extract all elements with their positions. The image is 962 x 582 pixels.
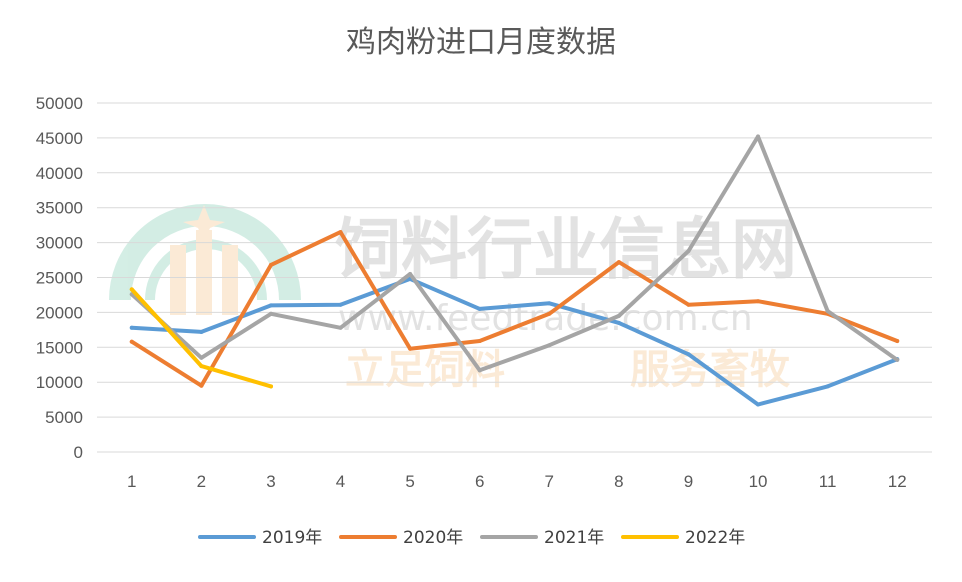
legend-label: 2020年 (403, 528, 463, 548)
x-tick-label: 3 (266, 472, 275, 491)
series-line-2020年 (129, 230, 900, 388)
data-point (129, 287, 134, 292)
x-tick-label: 10 (749, 472, 768, 491)
x-tick-label: 4 (336, 472, 345, 491)
data-point (129, 325, 134, 330)
data-point (477, 306, 482, 311)
y-tick-label: 30000 (36, 234, 83, 253)
data-point (408, 272, 413, 277)
x-tick-label: 8 (614, 472, 623, 491)
data-point (268, 303, 273, 308)
data-point (477, 368, 482, 373)
x-tick-label: 2 (197, 472, 206, 491)
data-point (338, 325, 343, 330)
y-tick-label: 0 (74, 443, 83, 462)
data-point (895, 339, 900, 344)
data-point (268, 262, 273, 267)
data-point (686, 302, 691, 307)
grid (97, 102, 932, 453)
legend-label: 2022年 (685, 528, 745, 548)
data-point (199, 329, 204, 334)
data-point (338, 230, 343, 235)
y-tick-label: 45000 (36, 129, 83, 148)
data-point (895, 357, 900, 362)
data-point (616, 313, 621, 318)
y-tick-label: 5000 (45, 408, 83, 427)
data-point (547, 343, 552, 348)
x-tick-label: 9 (684, 472, 693, 491)
data-point (199, 364, 204, 369)
data-point (547, 301, 552, 306)
data-point (756, 299, 761, 304)
y-tick-label: 10000 (36, 373, 83, 392)
data-point (756, 134, 761, 139)
x-tick-label: 6 (475, 472, 484, 491)
data-point (616, 260, 621, 265)
x-tick-label: 5 (405, 472, 414, 491)
legend-label: 2019年 (262, 528, 322, 548)
data-point (825, 384, 830, 389)
x-tick-label: 7 (545, 472, 554, 491)
y-tick-label: 20000 (36, 303, 83, 322)
x-tick-label: 1 (127, 472, 136, 491)
y-tick-label: 40000 (36, 164, 83, 183)
y-tick-label: 35000 (36, 199, 83, 218)
y-tick-label: 50000 (36, 94, 83, 113)
data-point (268, 311, 273, 316)
data-point (756, 402, 761, 407)
data-point (408, 346, 413, 351)
data-point (616, 320, 621, 325)
x-tick-label: 12 (888, 472, 907, 491)
y-tick-label: 15000 (36, 338, 83, 357)
y-axis-ticks: 0 5000 10000 15000 20000 25000 30000 35000 40000… (36, 94, 83, 462)
data-point (338, 302, 343, 307)
data-point (129, 339, 134, 344)
series-line-2021年 (129, 134, 900, 373)
series-group (129, 134, 900, 407)
data-point (199, 383, 204, 388)
data-point (199, 355, 204, 360)
data-point (547, 311, 552, 316)
chart-title: 鸡肉粉进口月度数据 (346, 25, 616, 60)
data-point (268, 384, 273, 389)
data-point (686, 248, 691, 253)
data-point (825, 309, 830, 314)
y-tick-label: 25000 (36, 269, 83, 288)
data-point (477, 339, 482, 344)
x-tick-label: 11 (819, 472, 837, 491)
x-axis-ticks: 1 2 3 4 5 6 7 8 9 10 11 12 (127, 472, 907, 491)
series-line-2019年 (129, 276, 900, 407)
legend-label: 2021年 (544, 528, 604, 548)
data-point (686, 352, 691, 357)
legend: 2019年 2020年 2021年 2022年 (198, 528, 745, 548)
